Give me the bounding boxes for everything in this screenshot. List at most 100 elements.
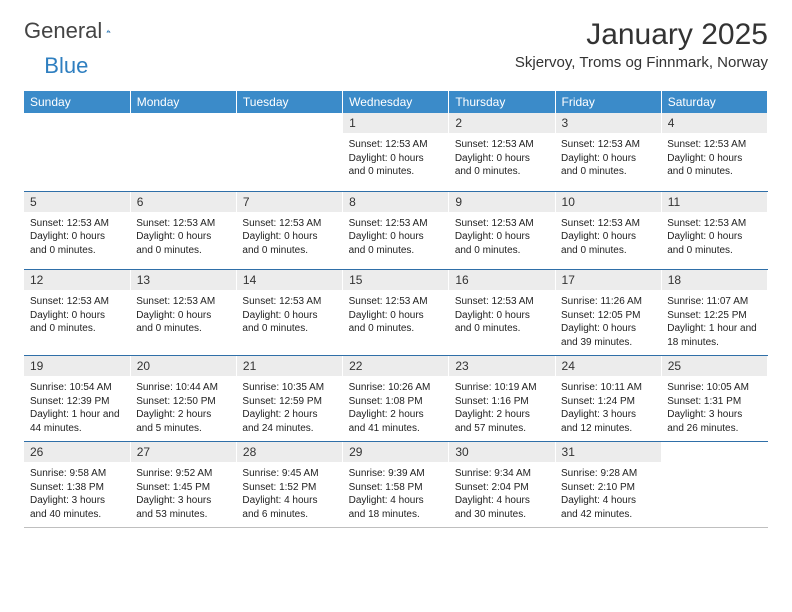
day-line: Sunrise: 11:07 AM (667, 295, 761, 309)
day-line: Sunset: 12:05 PM (561, 309, 655, 323)
day-line: Sunrise: 9:52 AM (136, 467, 230, 481)
day-line: Sunrise: 10:19 AM (455, 381, 549, 395)
daynum-row: 1234 (24, 113, 768, 133)
day-cell: Sunrise: 9:58 AMSunset: 1:38 PMDaylight:… (24, 462, 130, 528)
day-cell: Sunset: 12:53 AMDaylight: 0 hours and 0 … (236, 212, 342, 270)
day-line: Sunrise: 11:26 AM (561, 295, 655, 309)
day-cell (236, 133, 342, 191)
day-line: Sunset: 12:53 AM (30, 217, 124, 231)
day-line: Sunrise: 10:35 AM (242, 381, 336, 395)
day-line: Sunset: 12:53 AM (561, 217, 655, 231)
daynum-row: 567891011 (24, 192, 768, 212)
day-line: Sunset: 12:50 PM (136, 395, 230, 409)
day-line: Sunset: 12:53 AM (561, 138, 655, 152)
day-number: 30 (449, 442, 555, 462)
day-number: 6 (130, 192, 236, 212)
col-wednesday: Wednesday (343, 91, 449, 113)
day-number: 5 (24, 192, 130, 212)
day-line: Daylight: 3 hours and 26 minutes. (667, 408, 761, 435)
day-line: Sunset: 12:53 AM (349, 217, 443, 231)
day-line: Daylight: 0 hours and 0 minutes. (455, 309, 549, 336)
day-line: Daylight: 3 hours and 53 minutes. (136, 494, 230, 521)
day-line: Sunset: 12:53 AM (30, 295, 124, 309)
day-number (24, 113, 130, 133)
day-line: Daylight: 0 hours and 0 minutes. (561, 152, 655, 179)
day-number: 2 (449, 113, 555, 133)
day-line: Daylight: 0 hours and 0 minutes. (667, 152, 761, 179)
day-line: Daylight: 0 hours and 0 minutes. (349, 230, 443, 257)
day-line: Sunset: 12:53 AM (667, 217, 761, 231)
day-number: 13 (130, 270, 236, 290)
day-cell: Sunset: 12:53 AMDaylight: 0 hours and 0 … (661, 133, 767, 191)
brand-logo: General (24, 18, 132, 44)
day-line: Daylight: 0 hours and 0 minutes. (242, 309, 336, 336)
day-line: Sunset: 1:16 PM (455, 395, 549, 409)
sail-icon (106, 21, 111, 41)
day-line: Sunrise: 9:45 AM (242, 467, 336, 481)
day-line: Sunset: 12:53 AM (242, 217, 336, 231)
day-line: Sunrise: 10:44 AM (136, 381, 230, 395)
content-row: Sunset: 12:53 AMDaylight: 0 hours and 0 … (24, 212, 768, 270)
brand-part1: General (24, 18, 102, 44)
day-cell: Sunset: 12:53 AMDaylight: 0 hours and 0 … (24, 290, 130, 356)
col-friday: Friday (555, 91, 661, 113)
day-number: 9 (449, 192, 555, 212)
day-line: Daylight: 2 hours and 24 minutes. (242, 408, 336, 435)
day-number (130, 113, 236, 133)
weekday-header-row: Sunday Monday Tuesday Wednesday Thursday… (24, 91, 768, 113)
col-thursday: Thursday (449, 91, 555, 113)
day-line: Sunset: 12:53 AM (667, 138, 761, 152)
day-line: Daylight: 0 hours and 0 minutes. (136, 309, 230, 336)
day-line: Sunrise: 9:58 AM (30, 467, 124, 481)
daynum-row: 12131415161718 (24, 270, 768, 290)
day-number: 16 (449, 270, 555, 290)
page-subtitle: Skjervoy, Troms og Finnmark, Norway (515, 54, 768, 71)
day-number: 8 (343, 192, 449, 212)
day-line: Sunset: 12:53 AM (455, 138, 549, 152)
day-cell: Sunrise: 11:07 AMSunset: 12:25 PMDayligh… (661, 290, 767, 356)
day-number: 27 (130, 442, 236, 462)
day-cell: Sunrise: 10:54 AMSunset: 12:39 PMDayligh… (24, 376, 130, 442)
day-cell: Sunrise: 9:52 AMSunset: 1:45 PMDaylight:… (130, 462, 236, 528)
content-row: Sunset: 12:53 AMDaylight: 0 hours and 0 … (24, 133, 768, 191)
day-line: Daylight: 1 hour and 44 minutes. (30, 408, 124, 435)
day-line: Sunset: 12:53 AM (349, 138, 443, 152)
page-title: January 2025 (515, 18, 768, 52)
day-number: 20 (130, 356, 236, 376)
day-line: Sunset: 12:59 PM (242, 395, 336, 409)
col-sunday: Sunday (24, 91, 130, 113)
day-line: Daylight: 4 hours and 30 minutes. (455, 494, 549, 521)
day-number: 24 (555, 356, 661, 376)
col-saturday: Saturday (661, 91, 767, 113)
day-line: Daylight: 0 hours and 0 minutes. (561, 230, 655, 257)
day-number: 26 (24, 442, 130, 462)
day-line: Sunset: 12:39 PM (30, 395, 124, 409)
day-number (661, 442, 767, 462)
day-cell: Sunrise: 10:11 AMSunset: 1:24 PMDaylight… (555, 376, 661, 442)
day-line: Daylight: 2 hours and 5 minutes. (136, 408, 230, 435)
day-cell: Sunset: 12:53 AMDaylight: 0 hours and 0 … (343, 212, 449, 270)
day-line: Daylight: 0 hours and 0 minutes. (30, 309, 124, 336)
day-number: 12 (24, 270, 130, 290)
daynum-row: 19202122232425 (24, 356, 768, 376)
day-number: 28 (236, 442, 342, 462)
day-line: Sunset: 1:45 PM (136, 481, 230, 495)
day-cell: Sunset: 12:53 AMDaylight: 0 hours and 0 … (343, 290, 449, 356)
daynum-row: 262728293031 (24, 442, 768, 462)
day-cell: Sunset: 12:53 AMDaylight: 0 hours and 0 … (24, 212, 130, 270)
day-line: Sunset: 2:10 PM (561, 481, 655, 495)
day-number: 17 (555, 270, 661, 290)
day-line: Sunset: 12:53 AM (455, 217, 549, 231)
content-row: Sunrise: 10:54 AMSunset: 12:39 PMDayligh… (24, 376, 768, 442)
calendar-table: Sunday Monday Tuesday Wednesday Thursday… (24, 91, 768, 528)
day-cell (130, 133, 236, 191)
content-row: Sunset: 12:53 AMDaylight: 0 hours and 0 … (24, 290, 768, 356)
day-number: 31 (555, 442, 661, 462)
day-cell: Sunrise: 9:39 AMSunset: 1:58 PMDaylight:… (343, 462, 449, 528)
day-number: 10 (555, 192, 661, 212)
day-line: Sunset: 1:38 PM (30, 481, 124, 495)
day-line: Daylight: 0 hours and 39 minutes. (561, 322, 655, 349)
col-monday: Monday (130, 91, 236, 113)
day-cell: Sunset: 12:53 AMDaylight: 0 hours and 0 … (661, 212, 767, 270)
day-line: Sunrise: 9:39 AM (349, 467, 443, 481)
